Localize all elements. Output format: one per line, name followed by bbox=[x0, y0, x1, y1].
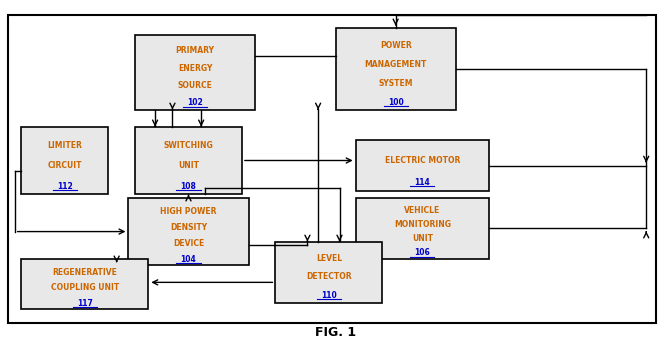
Bar bbox=[21, 259, 148, 310]
Bar bbox=[128, 198, 249, 265]
Text: CIRCUIT: CIRCUIT bbox=[48, 161, 82, 170]
Text: SYSTEM: SYSTEM bbox=[378, 79, 413, 88]
Text: 112: 112 bbox=[57, 182, 72, 190]
Bar bbox=[356, 198, 489, 259]
Text: SWITCHING: SWITCHING bbox=[164, 141, 213, 149]
Text: COUPLING UNIT: COUPLING UNIT bbox=[51, 284, 119, 292]
Text: 104: 104 bbox=[180, 255, 197, 264]
Text: MONITORING: MONITORING bbox=[394, 220, 451, 229]
Text: 117: 117 bbox=[77, 299, 93, 308]
Bar bbox=[135, 35, 255, 110]
Text: 102: 102 bbox=[187, 98, 203, 107]
Bar bbox=[21, 127, 108, 194]
Text: VEHICLE: VEHICLE bbox=[404, 206, 440, 215]
Text: 114: 114 bbox=[415, 177, 430, 187]
Text: REGENERATIVE: REGENERATIVE bbox=[52, 268, 117, 277]
Text: MANAGEMENT: MANAGEMENT bbox=[364, 60, 427, 69]
Text: LEVEL: LEVEL bbox=[316, 254, 342, 263]
Bar bbox=[135, 127, 242, 194]
Text: UNIT: UNIT bbox=[178, 161, 199, 170]
Text: POWER: POWER bbox=[380, 41, 411, 50]
Text: UNIT: UNIT bbox=[412, 234, 433, 243]
Text: ENERGY: ENERGY bbox=[178, 64, 212, 73]
Bar bbox=[336, 28, 456, 110]
Bar bbox=[356, 140, 489, 191]
Bar bbox=[275, 242, 382, 303]
Text: 106: 106 bbox=[415, 249, 430, 258]
Text: FIG. 1: FIG. 1 bbox=[315, 326, 356, 339]
Text: LIMITER: LIMITER bbox=[48, 141, 83, 149]
Text: DENSITY: DENSITY bbox=[170, 223, 207, 232]
Text: ELECTRIC MOTOR: ELECTRIC MOTOR bbox=[384, 156, 460, 165]
Text: PRIMARY: PRIMARY bbox=[176, 46, 215, 55]
Text: SOURCE: SOURCE bbox=[178, 81, 213, 90]
Text: 100: 100 bbox=[388, 98, 403, 107]
Text: DEVICE: DEVICE bbox=[173, 239, 204, 248]
Text: 110: 110 bbox=[321, 291, 337, 300]
Text: 108: 108 bbox=[180, 182, 197, 190]
Text: DETECTOR: DETECTOR bbox=[306, 272, 352, 281]
Text: HIGH POWER: HIGH POWER bbox=[160, 207, 217, 216]
